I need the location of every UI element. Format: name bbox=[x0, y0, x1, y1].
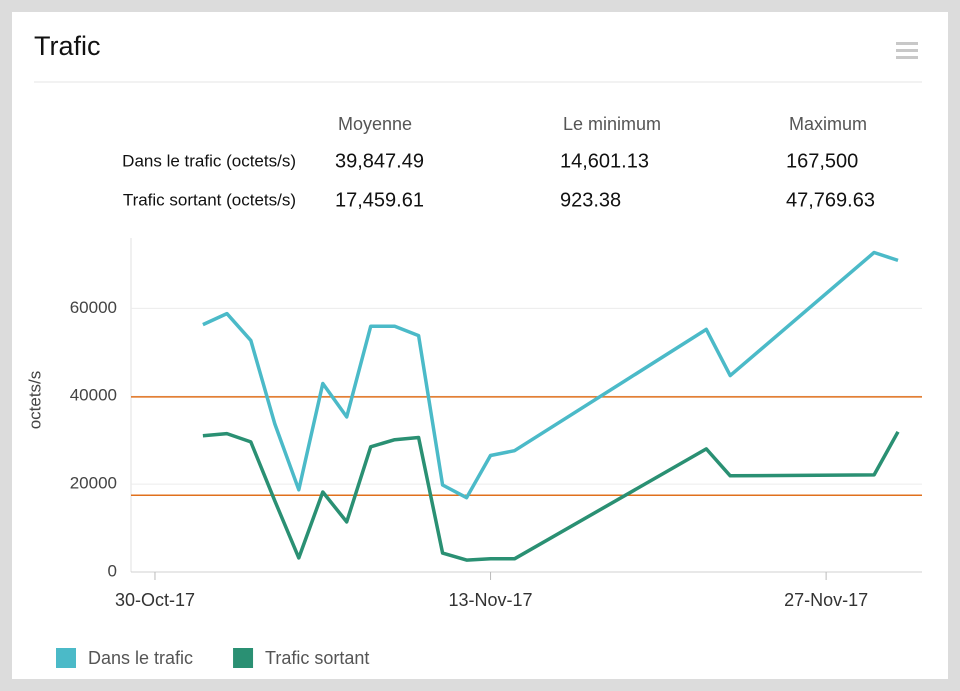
legend-label: Dans le trafic bbox=[88, 648, 193, 668]
x-tick-label: 27-Nov-17 bbox=[784, 590, 868, 610]
x-tick-label: 30-Oct-17 bbox=[115, 590, 195, 610]
widget-title: Trafic bbox=[34, 31, 101, 61]
y-axis-label: octets/s bbox=[25, 371, 44, 430]
x-tick-label: 13-Nov-17 bbox=[449, 590, 533, 610]
stats-header: Maximum bbox=[789, 114, 867, 134]
stats-value: 923.38 bbox=[560, 189, 621, 211]
stats-value: 17,459.61 bbox=[335, 189, 424, 211]
legend-swatch bbox=[56, 648, 76, 668]
stats-header: Moyenne bbox=[338, 114, 412, 134]
series-line bbox=[202, 250, 899, 500]
card bbox=[12, 12, 948, 679]
stats-value: 47,769.63 bbox=[786, 189, 875, 211]
stats-row-label: Trafic sortant (octets/s) bbox=[123, 190, 296, 209]
y-tick-label: 0 bbox=[108, 561, 117, 580]
series-line bbox=[202, 430, 900, 562]
y-tick-label: 60000 bbox=[70, 298, 117, 317]
stats-value: 39,847.49 bbox=[335, 150, 424, 172]
legend-label: Trafic sortant bbox=[265, 648, 369, 668]
legend-swatch bbox=[233, 648, 254, 668]
stats-row-label: Dans le trafic (octets/s) bbox=[122, 151, 296, 170]
stats-value: 14,601.13 bbox=[560, 150, 649, 172]
menu-icon[interactable] bbox=[896, 42, 918, 59]
stats-header: Le minimum bbox=[563, 114, 661, 134]
y-tick-label: 20000 bbox=[70, 474, 117, 493]
stats-value: 167,500 bbox=[786, 150, 858, 172]
y-tick-label: 40000 bbox=[70, 386, 117, 405]
